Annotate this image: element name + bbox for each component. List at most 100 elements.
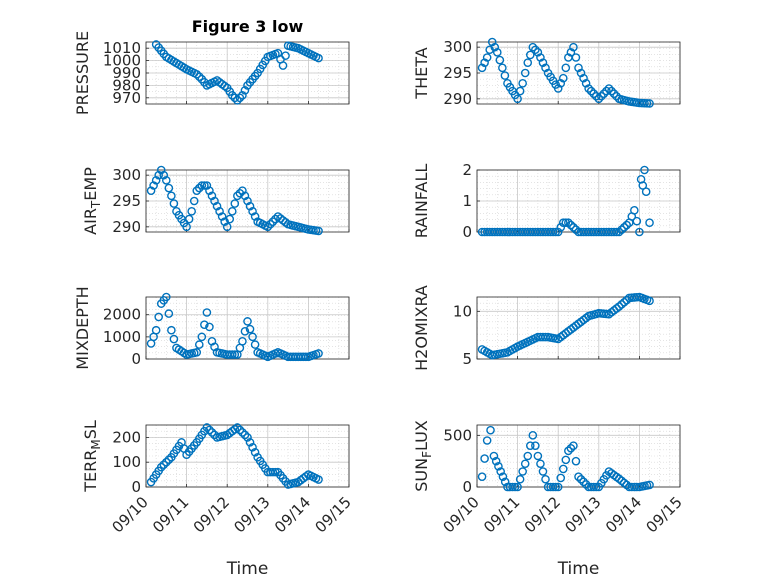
interp-point	[164, 455, 174, 465]
y-tick-label: 100	[112, 453, 141, 471]
data-point	[151, 325, 161, 335]
interp-point	[248, 443, 257, 452]
data-point	[227, 207, 237, 216]
interp-point	[268, 217, 278, 226]
y-tick-label: 990	[112, 64, 141, 82]
data-point	[528, 42, 538, 52]
data-point	[161, 292, 171, 302]
x-tick-label: 09/11	[149, 493, 192, 536]
data-point	[192, 69, 202, 79]
y-tick-label: 2	[462, 161, 472, 179]
interp-point	[169, 199, 179, 208]
interp-point	[189, 196, 199, 206]
y-tick-label: 300	[443, 38, 472, 56]
interp-point	[159, 170, 169, 180]
series-markers	[146, 165, 323, 236]
interp-point	[480, 58, 489, 67]
interp-point	[586, 86, 596, 96]
data-point	[635, 227, 644, 237]
data-point	[641, 187, 651, 196]
data-point	[594, 94, 604, 104]
interp-point	[281, 51, 290, 60]
data-point	[574, 63, 583, 73]
data-point	[513, 94, 522, 104]
subplot-4: 0 1 2 RAINFALL	[412, 161, 681, 241]
interp-point	[515, 474, 525, 484]
interp-point	[622, 220, 632, 230]
interp-point	[235, 188, 245, 198]
interp-point	[561, 63, 571, 73]
interp-point	[617, 476, 626, 486]
y-tick-label: 300	[112, 166, 141, 184]
interp-point	[200, 181, 209, 190]
axes-box	[476, 296, 681, 360]
interp-point	[184, 214, 194, 224]
interp-point	[490, 42, 500, 52]
y-axis-label: SUNFLUX	[412, 420, 434, 492]
data-point	[161, 176, 171, 185]
data-point	[477, 63, 487, 73]
interp-point	[548, 482, 558, 492]
x-tick-label: 09/10	[109, 493, 152, 536]
interp-point	[538, 58, 548, 67]
interp-point	[167, 191, 176, 201]
data-point	[564, 218, 573, 227]
series-markers	[477, 292, 654, 360]
interp-point	[245, 324, 255, 334]
interp-point	[230, 350, 240, 359]
interp-point	[581, 79, 591, 88]
data-point	[243, 433, 252, 442]
interp-point	[235, 93, 245, 103]
data-point	[192, 186, 202, 195]
series-markers	[146, 423, 323, 489]
data-point	[584, 84, 593, 93]
interp-point	[619, 478, 629, 488]
data-point	[489, 451, 499, 461]
y-axis-label: AIRTEMP	[81, 167, 103, 235]
data-point	[263, 222, 273, 232]
series-markers	[146, 292, 323, 362]
data-point	[604, 84, 614, 93]
axes-box	[476, 424, 681, 488]
data-point	[533, 451, 543, 461]
interp-point	[520, 68, 530, 78]
data-point	[574, 472, 583, 481]
y-tick-label: 0	[462, 223, 472, 241]
data-point	[233, 423, 242, 432]
interp-point	[240, 327, 250, 336]
interp-point	[531, 441, 540, 450]
interp-point	[581, 480, 591, 489]
interp-point	[548, 227, 558, 237]
interp-point	[480, 454, 489, 463]
data-point	[197, 181, 207, 190]
data-point	[645, 296, 654, 306]
interp-point	[571, 53, 581, 62]
data-point	[533, 48, 543, 57]
y-tick-label: 290	[112, 218, 141, 236]
data-point	[486, 425, 495, 435]
data-point	[518, 79, 527, 88]
interp-point	[164, 309, 174, 318]
interp-point	[518, 467, 527, 476]
interp-point	[161, 457, 171, 467]
subplot-2: 290 295 300 THETA	[412, 37, 681, 108]
data-point	[227, 91, 237, 100]
interp-point	[491, 456, 501, 466]
data-point	[167, 325, 176, 335]
interp-point	[494, 462, 503, 471]
data-point	[314, 475, 323, 484]
interp-point	[556, 79, 566, 88]
data-point	[487, 37, 497, 47]
data-point	[569, 42, 578, 52]
interp-point	[602, 86, 611, 96]
interp-point	[551, 482, 560, 492]
interp-point	[230, 199, 240, 208]
interp-point	[569, 223, 578, 232]
y-tick-label: 295	[443, 64, 472, 82]
data-point	[278, 61, 288, 70]
y-axis-label: TERRMSL	[81, 420, 103, 493]
interp-point	[617, 225, 626, 234]
interp-point	[579, 477, 588, 487]
data-point	[146, 186, 156, 195]
